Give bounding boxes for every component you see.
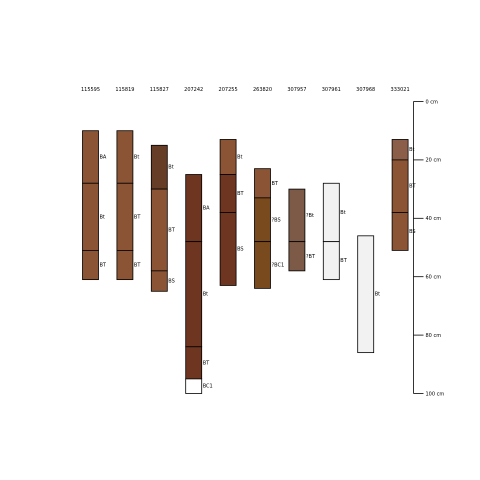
horizon-block [391, 212, 409, 251]
depth-tick-label: 80 cm [426, 333, 442, 339]
horizon-label: BT [409, 184, 416, 190]
soil-profile: 263820 BT ?BS ?BC1 [253, 87, 285, 289]
horizon-block [288, 241, 306, 272]
horizon-label: BC1 [203, 384, 213, 390]
horizon-block [116, 182, 134, 251]
horizon-block [150, 188, 168, 272]
depth-tick-label: 40 cm [426, 216, 442, 222]
horizon-block [219, 212, 237, 286]
profile-id-label: 307957 [287, 87, 306, 93]
horizon-label: BT [272, 181, 279, 187]
horizon-block [219, 174, 237, 213]
horizon-label: ?BC1 [272, 263, 285, 269]
depth-axis: 0 cm 20 cm 40 cm 60 cm 80 cm 100 cm [413, 99, 445, 397]
profile-id-label: 207242 [184, 87, 203, 93]
horizon-label: Bt [100, 214, 105, 220]
soil-profile: 307957 ?Bt ?BT [287, 87, 316, 272]
horizon-label: BA [100, 154, 107, 160]
horizon-label: BT [134, 214, 141, 220]
soil-profile: 115595 BA Bt BT [81, 87, 107, 281]
horizon-block [357, 235, 375, 354]
horizon-block [322, 241, 340, 281]
horizon-block [322, 182, 340, 243]
horizon-label: BS [168, 279, 175, 285]
horizon-label: Bt [168, 165, 173, 171]
horizon-block [219, 139, 237, 175]
profile-id-label: 115595 [81, 87, 100, 93]
horizon-label: BA [203, 206, 210, 212]
soil-profile: 115827 Bt BT BS [150, 87, 176, 292]
soil-profile: 307961 Bt BT [322, 87, 348, 281]
soil-profile: 207255 Bt BT BS [219, 87, 245, 286]
horizon-block [82, 182, 99, 251]
soil-profile: 307968 Bt [356, 87, 380, 354]
horizon-block [254, 197, 271, 243]
horizon-label: Bt [340, 210, 345, 216]
profile-id-label: 333021 [391, 87, 410, 93]
horizon-block [185, 174, 203, 243]
soil-profile: 333021 Bt BT BS [391, 87, 417, 251]
depth-tick-label: 0 cm [426, 99, 439, 105]
soil-profile: 207242 BA Bt BT BC1 [184, 87, 213, 394]
horizon-block [82, 130, 99, 184]
profiles-layer: 115595BABtBT115819BtBTBT115827BtBTBS2072… [81, 87, 417, 394]
horizon-label: ?BT [306, 254, 316, 260]
horizon-block [82, 250, 99, 281]
depth-tick-label: 20 cm [426, 158, 442, 164]
profile-id-label: 307961 [322, 87, 341, 93]
horizon-label: BT [237, 191, 244, 197]
horizon-block [185, 378, 203, 394]
horizon-block [185, 346, 203, 380]
horizon-label: Bt [237, 154, 242, 160]
horizon-label: BT [340, 258, 347, 264]
horizon-label: Bt [375, 292, 380, 298]
profile-id-label: 115819 [115, 87, 134, 93]
depth-tick-label: 60 cm [426, 275, 442, 281]
horizon-block [254, 241, 271, 289]
profile-id-label: 307968 [356, 87, 375, 93]
profile-id-label: 263820 [253, 87, 272, 93]
horizon-label: BT [168, 227, 175, 233]
horizon-block [254, 168, 271, 199]
horizon-block [150, 144, 168, 190]
soil-profile: 115819 Bt BT BT [115, 87, 141, 281]
horizon-block [150, 270, 168, 292]
horizon-block [116, 250, 134, 281]
profile-id-label: 115827 [150, 87, 169, 93]
horizon-label: BS [409, 229, 416, 235]
horizon-block [185, 241, 203, 348]
horizon-label: ?BS [272, 217, 281, 223]
horizon-block [288, 188, 306, 243]
horizon-label: Bt [203, 292, 208, 298]
horizon-label: Bt [134, 154, 139, 160]
horizon-label: BT [203, 360, 210, 366]
horizon-label: BT [100, 263, 107, 269]
depth-tick-label: 100 cm [426, 391, 445, 397]
horizon-label: BS [237, 246, 244, 252]
profile-id-label: 207255 [219, 87, 238, 93]
horizon-block [391, 159, 409, 213]
horizon-label: ?Bt [306, 213, 314, 219]
horizon-block [116, 130, 134, 184]
horizon-label: Bt [409, 147, 414, 153]
horizon-block [391, 139, 409, 161]
horizon-label: BT [134, 263, 141, 269]
